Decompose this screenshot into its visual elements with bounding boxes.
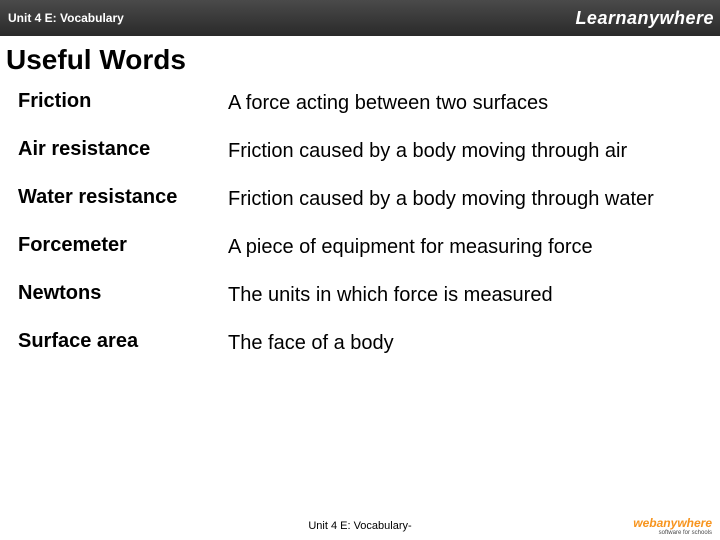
- vocab-table: Friction A force acting between two surf…: [0, 90, 720, 356]
- vocab-term: Air resistance: [18, 138, 228, 161]
- vocab-term: Surface area: [18, 330, 228, 353]
- header-bar: Unit 4 E: Vocabulary Learnanywhere: [0, 0, 720, 36]
- vocab-definition: Friction caused by a body moving through…: [228, 138, 702, 164]
- vocab-definition: The face of a body: [228, 330, 702, 356]
- vocab-definition: A force acting between two surfaces: [228, 90, 702, 116]
- footer-logo-main: webanywhere: [633, 516, 712, 530]
- vocab-term: Friction: [18, 90, 228, 113]
- vocab-row: Newtons The units in which force is meas…: [18, 282, 702, 308]
- section-title: Useful Words: [0, 36, 720, 90]
- vocab-term: Newtons: [18, 282, 228, 305]
- vocab-definition: A piece of equipment for measuring force: [228, 234, 702, 260]
- footer-logo: webanywhere software for schools: [633, 516, 712, 536]
- vocab-row: Surface area The face of a body: [18, 330, 702, 356]
- vocab-row: Forcemeter A piece of equipment for meas…: [18, 234, 702, 260]
- brand-logo: Learnanywhere: [575, 8, 714, 29]
- vocab-row: Friction A force acting between two surf…: [18, 90, 702, 116]
- vocab-definition: The units in which force is measured: [228, 282, 702, 308]
- footer-logo-sub: software for schools: [659, 530, 712, 536]
- footer: Unit 4 E: Vocabulary- webanywhere softwa…: [0, 512, 720, 540]
- vocab-term: Water resistance: [18, 186, 228, 209]
- vocab-row: Water resistance Friction caused by a bo…: [18, 186, 702, 212]
- vocab-definition: Friction caused by a body moving through…: [228, 186, 702, 212]
- unit-label: Unit 4 E: Vocabulary: [8, 11, 124, 25]
- vocab-row: Air resistance Friction caused by a body…: [18, 138, 702, 164]
- vocab-term: Forcemeter: [18, 234, 228, 257]
- footer-text: Unit 4 E: Vocabulary-: [308, 520, 411, 532]
